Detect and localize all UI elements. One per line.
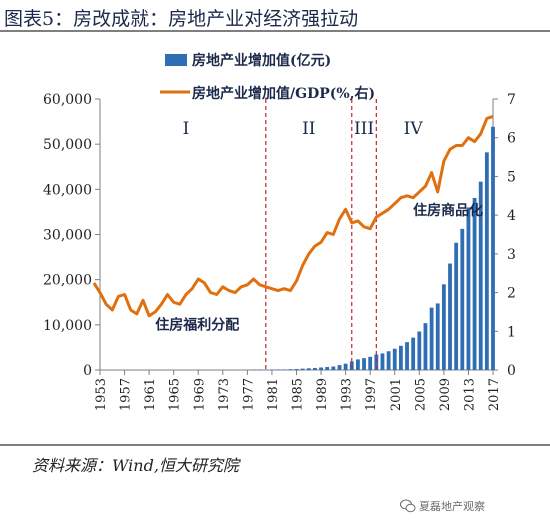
y-left-tick-label: 0 bbox=[83, 363, 92, 379]
bar bbox=[386, 351, 391, 370]
bar bbox=[282, 369, 287, 370]
chart-area: 房地产业增加值(亿元) 房地产业增加值/GDP(%,右) 0 10,000 20,0… bbox=[43, 52, 516, 411]
y-left-tick-label: 20,000 bbox=[43, 273, 92, 289]
bar bbox=[374, 354, 379, 370]
y-right-tick-label: 3 bbox=[507, 247, 516, 263]
y-right-tick-label: 5 bbox=[507, 169, 516, 185]
bar bbox=[368, 356, 373, 370]
x-tick-label: 1993 bbox=[340, 378, 355, 411]
watermark: 夏磊地产观察 bbox=[400, 498, 485, 514]
x-tick-label: 1985 bbox=[291, 378, 306, 411]
bar bbox=[362, 358, 366, 370]
x-tick-label: 1997 bbox=[364, 378, 379, 411]
y-right-tick-label: 1 bbox=[507, 324, 516, 340]
y-left-tick-label: 10,000 bbox=[43, 318, 92, 334]
x-tick-label: 1953 bbox=[94, 378, 109, 411]
bar bbox=[392, 348, 397, 370]
y-left-tick-label: 50,000 bbox=[43, 137, 92, 153]
y-right-tick-label: 0 bbox=[507, 363, 516, 379]
bar bbox=[276, 369, 280, 370]
bar bbox=[251, 369, 256, 371]
period-label: IV bbox=[404, 119, 424, 139]
bar bbox=[466, 207, 471, 370]
x-tick-label: 1981 bbox=[266, 378, 281, 411]
bar bbox=[331, 366, 336, 370]
x-tick-label: 1973 bbox=[217, 378, 232, 411]
bar bbox=[448, 263, 452, 370]
bar bbox=[263, 369, 268, 371]
x-tick-label: 2013 bbox=[462, 378, 477, 411]
bar bbox=[300, 368, 305, 370]
x-tick-label: 1969 bbox=[192, 378, 207, 411]
x-tick-label: 1989 bbox=[315, 378, 330, 411]
bar bbox=[417, 331, 422, 370]
y-left-tick-label: 30,000 bbox=[43, 228, 92, 244]
bar bbox=[356, 359, 360, 370]
x-tick-label: 2009 bbox=[438, 378, 453, 411]
y-right-tick-label: 2 bbox=[507, 286, 516, 302]
source-rule bbox=[0, 444, 550, 446]
bar bbox=[441, 284, 446, 370]
ratio-line-path bbox=[92, 114, 494, 318]
x-tick-label: 1977 bbox=[241, 378, 256, 411]
annotation: 住房福利分配 bbox=[155, 316, 239, 333]
bar bbox=[313, 367, 317, 370]
x-tick-label: 2017 bbox=[487, 378, 502, 411]
y-left-tick-label: 60,000 bbox=[43, 92, 92, 108]
y-right-tick-label: 4 bbox=[507, 208, 516, 224]
dividers bbox=[265, 99, 377, 370]
bar bbox=[460, 228, 465, 370]
bar bbox=[325, 367, 330, 370]
x-tick-label: 1957 bbox=[119, 378, 134, 411]
bars bbox=[251, 126, 495, 371]
legend-bar-label: 房地产业增加值(亿元) bbox=[192, 52, 331, 69]
bar bbox=[429, 307, 434, 370]
bar bbox=[288, 369, 293, 370]
y-right-tick-label: 7 bbox=[507, 92, 516, 108]
title-rule bbox=[0, 30, 550, 32]
bar bbox=[380, 353, 385, 370]
bar bbox=[478, 181, 483, 370]
bar bbox=[294, 369, 299, 370]
axes: 0 10,000 20,000 30,000 40,000 50,000 60,000 0 1 2… bbox=[43, 92, 516, 411]
x-tick-label: 2005 bbox=[413, 378, 428, 411]
y-right-tick-label: 6 bbox=[507, 131, 516, 147]
bar bbox=[491, 126, 495, 370]
legend-line-label: 房地产业增加值/GDP(%,右) bbox=[192, 85, 375, 102]
bar bbox=[423, 323, 428, 370]
bar bbox=[343, 363, 348, 370]
period-label: III bbox=[354, 119, 374, 139]
period-label: I bbox=[183, 119, 190, 139]
bar bbox=[411, 337, 416, 370]
x-tick-label: 1961 bbox=[143, 378, 158, 411]
bar bbox=[319, 367, 323, 370]
bar bbox=[454, 242, 459, 370]
bar bbox=[398, 345, 403, 370]
legend: 房地产业增加值(亿元) 房地产业增加值/GDP(%,右) bbox=[160, 52, 375, 102]
bar bbox=[270, 369, 274, 371]
x-tick-label: 1965 bbox=[168, 378, 183, 411]
bar bbox=[435, 303, 440, 370]
bar bbox=[257, 369, 262, 371]
legend-bar-swatch bbox=[165, 54, 187, 66]
bar bbox=[306, 368, 311, 370]
x-tick-label: 2001 bbox=[389, 378, 404, 411]
y-left-tick-label: 40,000 bbox=[43, 182, 92, 198]
bar bbox=[405, 342, 409, 370]
bar bbox=[484, 152, 489, 370]
bar bbox=[337, 365, 342, 370]
watermark-text: 夏磊地产观察 bbox=[419, 500, 485, 513]
period-label: II bbox=[302, 119, 315, 139]
source-note: 资料来源：Wind,恒大研究院 bbox=[32, 456, 239, 475]
chart-title: 图表5：房改成就：房地产业对经济强拉动 bbox=[4, 8, 359, 30]
annotation: 住房商品化 bbox=[413, 202, 483, 219]
ratio-line bbox=[92, 114, 494, 318]
wechat-icon bbox=[400, 499, 416, 513]
bar bbox=[472, 197, 477, 370]
